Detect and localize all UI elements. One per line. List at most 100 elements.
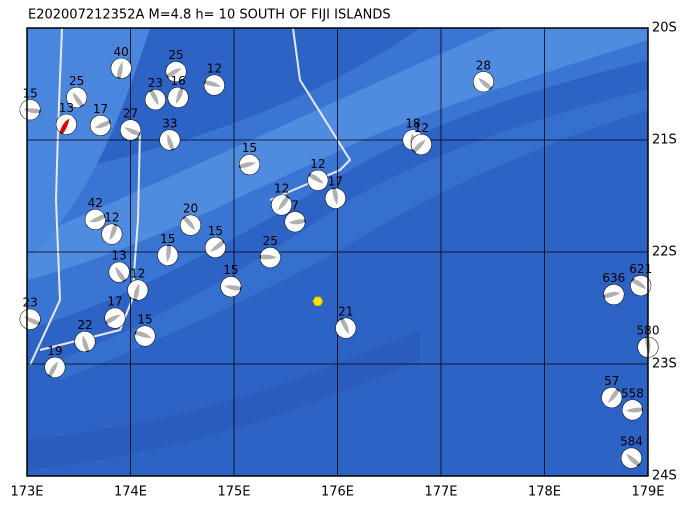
- ball-quadrant: [260, 256, 281, 268]
- focal-mechanism: [127, 279, 149, 301]
- ball-quadrant: [271, 194, 287, 214]
- x-tick-label: 179E: [631, 485, 664, 500]
- ball-quadrant: [44, 357, 62, 375]
- focal-mechanism: [165, 61, 187, 83]
- focal-mechanism: [620, 447, 642, 469]
- ball-quadrant: [343, 318, 356, 338]
- ball-quadrant: [135, 334, 155, 346]
- ball-quadrant: [20, 309, 41, 323]
- focal-mechanism: [89, 114, 111, 136]
- ball-quadrant: [205, 75, 225, 90]
- depth-label: 25: [168, 48, 183, 62]
- depth-label: 17: [93, 102, 108, 116]
- ball-quadrant: [206, 243, 226, 258]
- depth-label: 23: [148, 76, 163, 90]
- depth-label: 57: [604, 374, 619, 388]
- ball-quadrant: [56, 114, 73, 132]
- depth-label: 7: [291, 198, 299, 212]
- focal-mechanism: [601, 387, 623, 409]
- depth-label: 15: [242, 141, 257, 155]
- focal-mechanism: [84, 209, 106, 231]
- ball-quadrant: [623, 448, 642, 464]
- depth-label: 42: [88, 196, 103, 210]
- ball-quadrant: [120, 119, 141, 133]
- depth-label: 25: [69, 74, 84, 88]
- ball-quadrant: [473, 73, 490, 92]
- epicenter: [312, 296, 324, 307]
- ball-quadrant: [145, 91, 162, 110]
- focal-mechanism: [621, 399, 643, 421]
- y-tick-label: 23S: [652, 357, 677, 372]
- ball-quadrant: [104, 308, 125, 322]
- frame: [26, 27, 649, 477]
- focal-mechanism: [144, 89, 166, 111]
- depth-label: 12: [414, 121, 429, 135]
- depth-label: 12: [104, 211, 119, 225]
- ball-quadrant: [20, 106, 40, 120]
- depth-label: 12: [207, 62, 222, 76]
- ball-quadrant: [307, 176, 327, 191]
- focal-mechanism: [101, 223, 123, 245]
- x-tick-label: 175E: [217, 485, 250, 500]
- ball-quadrant: [604, 290, 624, 305]
- focal-mechanism: [19, 308, 41, 330]
- ball-quadrant: [157, 245, 169, 266]
- focal-mechanism: [167, 86, 189, 108]
- ball-quadrant: [159, 130, 172, 150]
- focal-mechanism: [74, 331, 96, 353]
- ball-quadrant: [136, 326, 155, 341]
- ball-quadrant: [239, 154, 260, 166]
- ball-quadrant: [107, 311, 125, 329]
- depth-label: 25: [263, 234, 278, 248]
- depth-label: 621: [629, 262, 652, 276]
- y-tick-label: 24S: [652, 469, 677, 484]
- ball-quadrant: [474, 71, 494, 88]
- ball-quadrant: [90, 123, 111, 136]
- ball-quadrant: [180, 218, 199, 236]
- depth-label: 15: [22, 86, 37, 100]
- ball-quadrant: [204, 83, 225, 96]
- focal-mechanism: [472, 71, 494, 93]
- ball-quadrant: [136, 280, 148, 301]
- ball-quadrant: [109, 262, 123, 283]
- depth-label: 558: [621, 386, 644, 400]
- focal-mechanism: [44, 356, 66, 378]
- ball-quadrant: [205, 237, 223, 255]
- ball-quadrant: [603, 284, 624, 295]
- ball-quadrant: [66, 88, 81, 108]
- ball-quadrant: [335, 188, 346, 209]
- depth-label: 28: [476, 58, 491, 72]
- depth-label: 19: [47, 344, 62, 358]
- focal-mechanism: [180, 214, 202, 236]
- depth-label: 21: [338, 305, 353, 319]
- ball-quadrant: [75, 331, 87, 352]
- ball-quadrant: [325, 188, 339, 209]
- ball-quadrant: [220, 283, 241, 297]
- ball-quadrant: [120, 124, 139, 140]
- ball-quadrant: [285, 211, 305, 225]
- depth-label: 40: [114, 45, 129, 59]
- depth-label: 17: [328, 175, 343, 189]
- ball-quadrant: [403, 130, 415, 150]
- depth-label: 20: [183, 202, 198, 216]
- ball-quadrant: [335, 319, 352, 339]
- ball-quadrant: [274, 198, 292, 215]
- focal-mechanism: [220, 276, 242, 298]
- focal-mechanism: [324, 187, 346, 209]
- depth-label: 16: [170, 74, 185, 88]
- depth-label: 584: [620, 435, 643, 449]
- ball-quadrant: [166, 61, 186, 75]
- map-title: E202007212352A M=4.8 h= 10 SOUTH OF FIJI…: [28, 8, 391, 23]
- y-tick-label: 22S: [652, 245, 677, 260]
- ball-quadrant: [285, 220, 306, 232]
- ball-quadrant: [90, 115, 110, 131]
- ball-quadrant: [165, 130, 180, 149]
- depth-label: 12: [310, 157, 325, 171]
- focal-mechanism: [66, 86, 88, 108]
- ball-quadrant: [120, 58, 132, 79]
- depth-label: 15: [208, 224, 223, 238]
- ball-quadrant: [240, 160, 260, 175]
- focal-mechanism: [259, 247, 281, 269]
- ball-quadrant: [604, 391, 622, 408]
